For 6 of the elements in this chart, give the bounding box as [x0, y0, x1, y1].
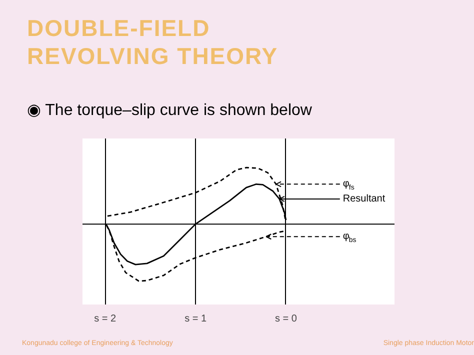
chart-title: DOUBLE-FIELD REVOLVING THEORY: [27, 14, 280, 70]
x-tick-label: s = 1: [184, 314, 207, 324]
text: ◉ The torque–slip curve is shown below: [27, 101, 312, 121]
x-tick-label: s = 0: [275, 314, 298, 324]
text: Resultant: [342, 193, 386, 204]
x-tick-label: s = 2: [94, 314, 117, 324]
